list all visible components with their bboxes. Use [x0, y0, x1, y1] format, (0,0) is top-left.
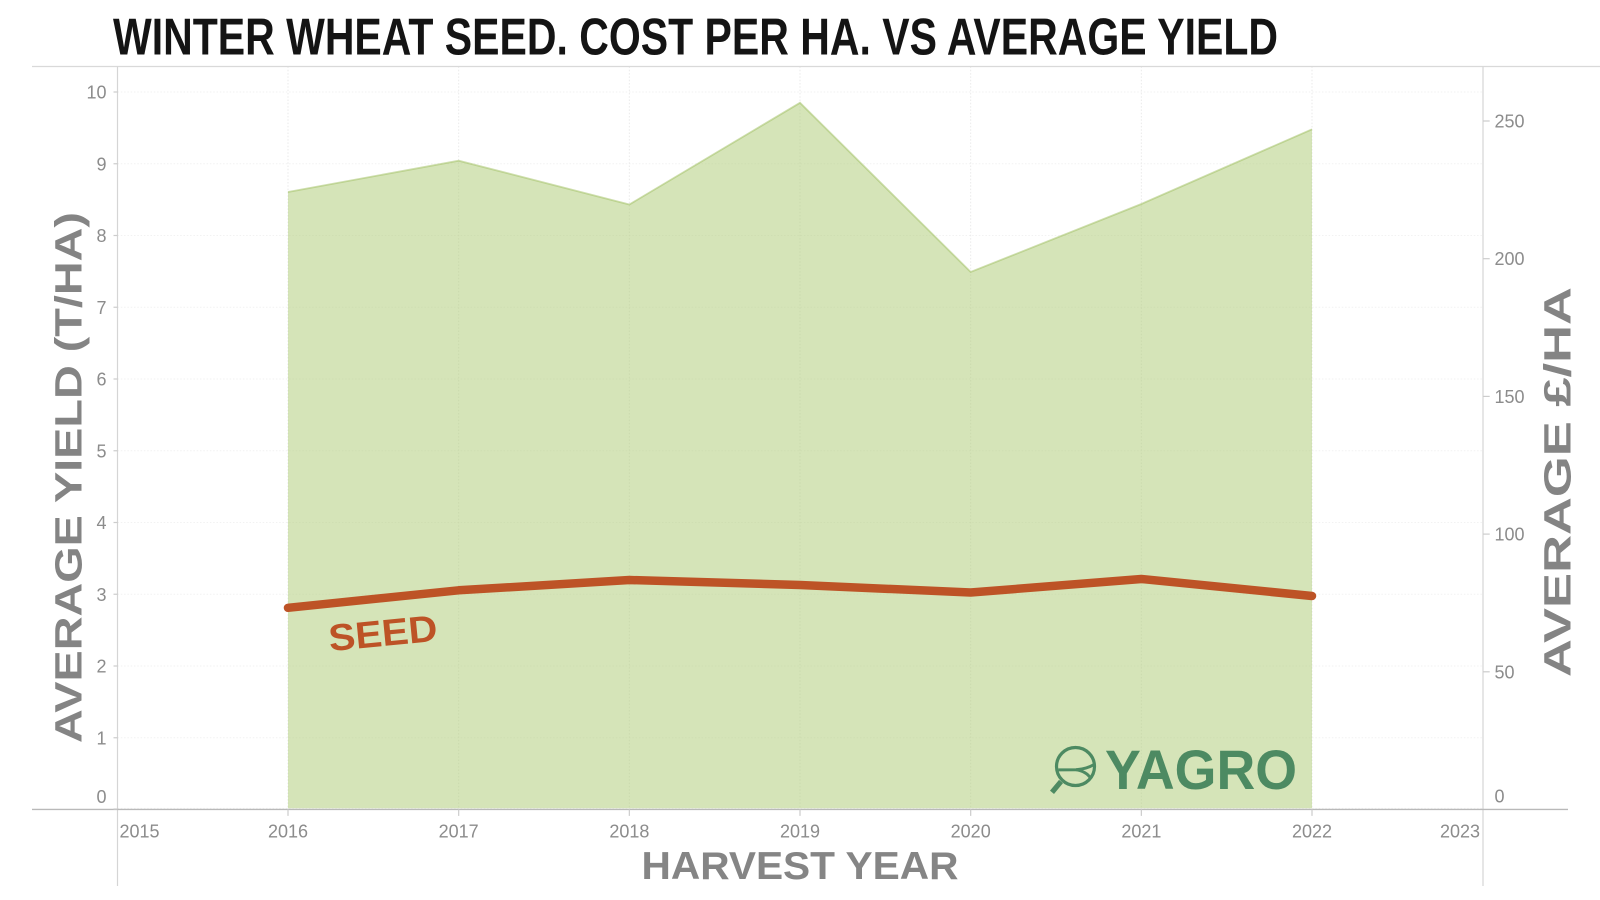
- svg-text:5: 5: [96, 441, 106, 461]
- svg-text:1: 1: [96, 728, 106, 748]
- svg-text:4: 4: [96, 513, 106, 533]
- svg-text:8: 8: [96, 226, 106, 246]
- svg-text:2018: 2018: [609, 822, 649, 842]
- svg-text:2022: 2022: [1292, 822, 1332, 842]
- svg-text:7: 7: [96, 298, 106, 318]
- svg-text:0: 0: [96, 787, 106, 807]
- svg-text:WINTER WHEAT SEED. COST PER HA: WINTER WHEAT SEED. COST PER HA. VS AVERA…: [113, 9, 1278, 67]
- svg-text:HARVEST YEAR: HARVEST YEAR: [642, 845, 959, 888]
- svg-text:0: 0: [1495, 786, 1505, 806]
- svg-text:3: 3: [96, 585, 106, 605]
- svg-text:100: 100: [1495, 525, 1525, 545]
- svg-text:2019: 2019: [780, 822, 820, 842]
- svg-text:2: 2: [96, 657, 106, 677]
- svg-text:2016: 2016: [268, 822, 308, 842]
- svg-text:2015: 2015: [120, 822, 160, 842]
- svg-text:2023: 2023: [1440, 822, 1480, 842]
- svg-text:10: 10: [86, 83, 106, 103]
- svg-text:2020: 2020: [951, 822, 991, 842]
- svg-text:200: 200: [1495, 249, 1525, 269]
- svg-text:AVERAGE YIELD (T/HA): AVERAGE YIELD (T/HA): [49, 212, 91, 743]
- svg-text:150: 150: [1495, 387, 1525, 407]
- svg-text:YAGRO: YAGRO: [1105, 738, 1297, 801]
- svg-text:2021: 2021: [1121, 822, 1161, 842]
- svg-text:50: 50: [1495, 662, 1515, 682]
- svg-text:6: 6: [96, 370, 106, 390]
- svg-text:9: 9: [96, 154, 106, 174]
- svg-text:SEED: SEED: [327, 607, 440, 659]
- svg-text:AVERAGE £/HA: AVERAGE £/HA: [1538, 287, 1580, 677]
- svg-text:250: 250: [1495, 112, 1525, 132]
- svg-text:2017: 2017: [439, 822, 479, 842]
